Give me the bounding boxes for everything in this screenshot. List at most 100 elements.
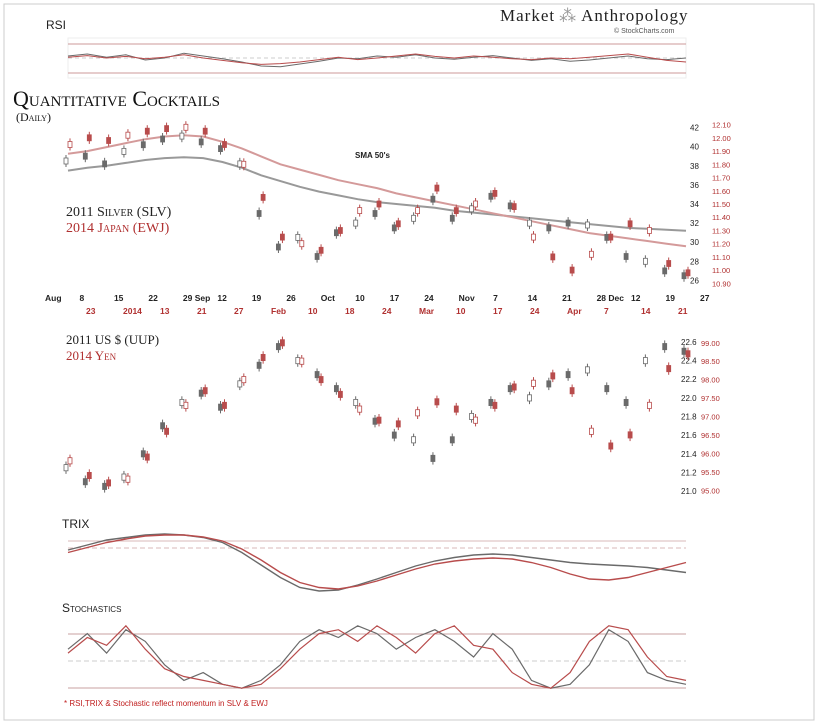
yen-candle-9 [241,376,247,384]
slv-candle-15 [353,219,359,227]
xlabel-2014-8: 24 [382,306,392,316]
chart-subtitle: (Daily) [16,110,51,124]
stoch-series-2014 [67,624,687,689]
price-ytick-right-11: 12.00 [712,134,731,143]
uup-candle-31 [662,343,668,351]
trix-series-2014 [67,534,687,590]
xlabel-2011-11: 24 [424,293,434,303]
xlabel-2011-5: 12 [217,293,227,303]
price-ytick-right-12: 12.10 [712,121,731,130]
yen-candle-5 [164,427,170,435]
yen-candle-17 [395,420,401,428]
ewj-candle-7 [202,127,208,135]
ewj-candle-2 [106,137,111,144]
outer-border [3,3,815,721]
xlabel-2014-1: 2014 [123,306,142,316]
ewj-candle-30 [647,227,652,234]
yen-candle-21 [473,416,479,424]
price-ytick-right-8: 11.70 [712,174,730,183]
yen-candle-7 [202,387,208,395]
yen-candle-3 [125,475,131,483]
mid-ytick-left-0: 21.0 [681,487,697,496]
series-label-uup: 2011 US $ (UUP) [66,332,160,347]
slv-candle-32 [681,272,687,280]
slv-candle-31 [662,267,668,275]
uup-candle-32 [681,347,687,355]
uup-candle-4 [140,450,146,458]
yen-candle-15 [357,405,363,413]
slv-candle-27 [585,221,590,229]
xlabel-2014-9: Mar [419,306,435,316]
sma-annotation: SMA 50's [355,151,391,160]
xlabel-2011-9: 10 [355,293,365,303]
xlabel-2011-4: 29 Sep [183,293,210,303]
slv-candle-7 [198,138,204,146]
yen-candle-19 [434,398,440,406]
xlabel-2011-2: 15 [114,293,124,303]
uup-candle-16 [372,417,378,425]
xlabel-2011-19: 27 [700,293,710,303]
ewj-candle-5 [164,125,170,132]
yen-candle-24 [531,379,536,387]
xlabel-2011-3: 22 [148,293,158,303]
uup-candle-1 [82,478,88,486]
series-label-yen: 2014 Yen [66,348,117,363]
rsi-label: RSI [46,18,67,32]
ewj-candle-27 [589,250,594,258]
ewj-candle-18 [415,207,421,215]
yen-candle-14 [337,390,343,398]
slv-candle-14 [333,229,339,237]
yen-candle-11 [279,339,285,347]
ewj-candle-10 [260,193,266,201]
xlabel-2011-17: 12 [631,293,641,303]
uup-candle-21 [469,412,475,420]
slv-candle-30 [643,257,648,265]
yen-candle-29 [627,431,633,439]
xlabel-2014-16: 21 [678,306,688,316]
mid-ytick-left-1: 21.2 [681,468,697,477]
trix-label: TRIX [62,517,90,531]
slv-candle-25 [546,224,552,232]
slv-candle-4 [140,141,146,149]
price-ytick-left-1: 28 [690,257,699,266]
slv-candle-5 [160,135,166,143]
mid-ytick-left-2: 21.4 [681,450,697,459]
price-ytick-left-4: 34 [690,200,699,209]
slv-candle-20 [449,214,455,222]
uup-candle-15 [353,398,359,406]
mid-ytick-right-8: 99.00 [701,339,720,348]
yen-candle-13 [318,376,324,384]
ewj-candle-6 [183,123,189,131]
ewj-candle-14 [337,227,343,234]
yen-candle-32 [685,350,691,358]
uup-candle-3 [121,473,127,481]
ewj-candle-19 [434,184,440,192]
slv-candle-11 [275,243,281,251]
yen-candle-0 [67,457,73,465]
trix-series-2011 [67,533,687,592]
price-ytick-left-7: 40 [690,143,699,152]
slv-candle-0 [63,157,69,165]
uup-candle-30 [643,357,648,365]
xlabel-2014-0: 23 [86,306,96,316]
mid-ytick-right-4: 97.00 [701,413,720,422]
ewj-candle-13 [318,246,324,254]
uup-candle-20 [449,436,455,444]
price-ytick-left-0: 26 [690,276,699,285]
uup-candle-22 [488,398,494,406]
price-ytick-right-0: 10.90 [712,279,731,288]
ewj-candle-9 [241,160,247,168]
ewj-candle-15 [357,207,363,215]
xlabel-2014-7: 18 [345,306,355,316]
chart-title: Quantitative Cocktails [13,86,220,111]
slv-candle-19 [430,195,436,203]
stochastics-label: Stochastics [62,601,122,615]
xlabel-2014-14: 7 [604,306,609,316]
slv-candle-24 [527,219,532,227]
yen-candle-6 [183,401,189,409]
price-ytick-right-10: 11.90 [712,147,730,156]
uup-candle-12 [295,357,301,365]
xlabel-2014-6: 10 [308,306,318,316]
xlabel-2014-4: 27 [234,306,244,316]
uup-candle-13 [314,371,320,379]
